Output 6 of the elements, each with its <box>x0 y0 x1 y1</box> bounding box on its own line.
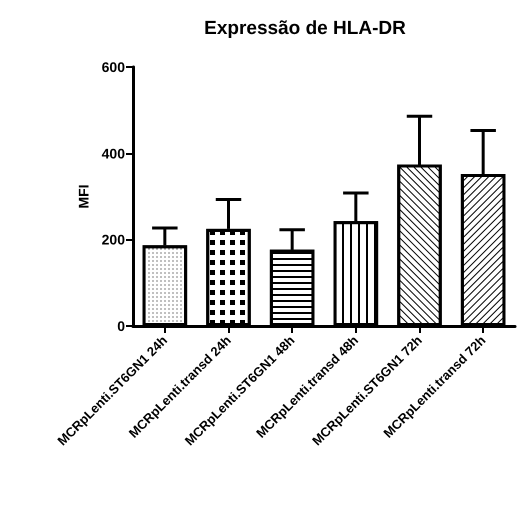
y-tick-label: 400 <box>102 145 126 162</box>
chart-title: Expressão de HLA-DR <box>204 18 406 39</box>
y-tick-label: 200 <box>102 232 126 248</box>
y-axis-title: MFI <box>76 184 92 209</box>
y-tick-label: 600 <box>102 59 126 75</box>
y-tick-label: 0 <box>117 318 126 334</box>
